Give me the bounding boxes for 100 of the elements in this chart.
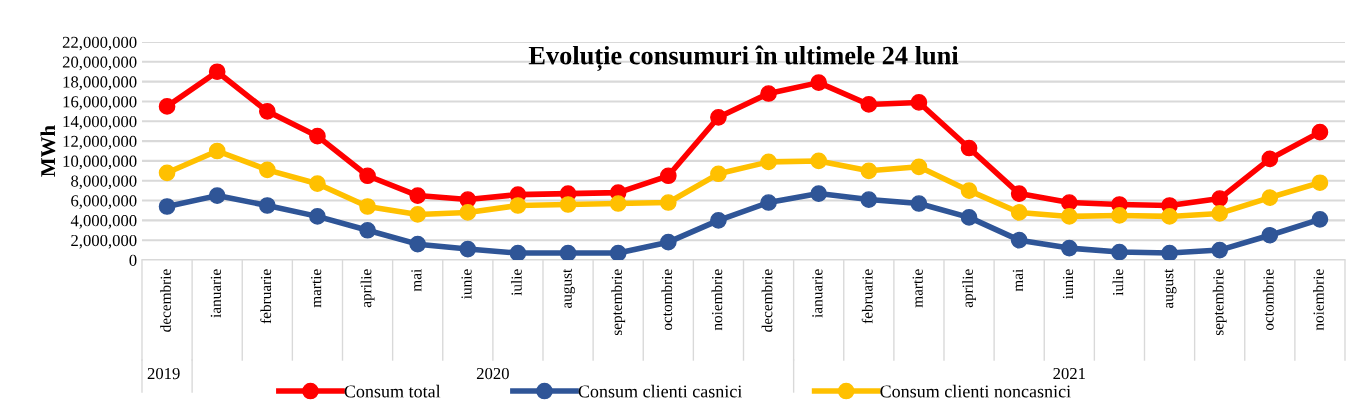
legend-label: Consum total: [344, 384, 441, 398]
y-tick-label: 6,000,000: [71, 195, 137, 209]
y-tick-label: 18,000,000: [63, 76, 137, 90]
x-tick-label: februarie: [861, 269, 873, 324]
point: [359, 198, 376, 215]
y-tick-label: 14,000,000: [63, 115, 137, 130]
x-tick-label: septembrie: [1212, 269, 1227, 336]
point: [258, 197, 276, 214]
point: [158, 98, 176, 115]
point: [1311, 123, 1329, 141]
point: [1010, 231, 1028, 249]
point: [559, 196, 577, 213]
text: 2020: [476, 367, 509, 380]
x-tick-label: ianuarie: [812, 269, 823, 318]
x-tick-label: august: [563, 268, 575, 309]
point: [459, 204, 477, 221]
point: [960, 209, 978, 226]
point: [860, 162, 878, 180]
legend-label: Consum clienti noncasnici: [880, 384, 1071, 398]
x-tick-label: noiembrie: [711, 269, 723, 331]
y-axis-title: MWh: [40, 125, 56, 177]
x-tick-label: noiembrie: [1313, 269, 1324, 331]
x-tick-label: iulie: [511, 269, 522, 296]
point: [509, 244, 527, 260]
chart-title: Evoluție consumuri în ultimele 24 luni: [528, 45, 959, 71]
x-tick-label: iunie: [461, 269, 472, 299]
y-tick-label: 20,000,000: [62, 56, 137, 71]
point: [1060, 208, 1078, 225]
point: [860, 191, 878, 208]
point: [359, 167, 376, 185]
point: [960, 182, 978, 199]
point: [860, 96, 878, 113]
y-tick-label: 16,000,000: [63, 96, 137, 110]
point: [1111, 243, 1128, 260]
point: [960, 139, 978, 157]
point: [1010, 204, 1028, 221]
legend-label: Consum clienti casnici: [578, 384, 743, 398]
point: [309, 175, 326, 193]
y-tick-label: 12,000,000: [63, 135, 137, 150]
x-tick-label: mai: [411, 269, 422, 292]
point: [1261, 150, 1279, 168]
point: [1161, 208, 1178, 225]
x-tick-label: aprilie: [962, 269, 976, 308]
text: 2019: [147, 367, 180, 380]
point: [258, 161, 276, 179]
x-tick-label: octombrie: [1262, 269, 1274, 331]
point: [258, 103, 276, 120]
y-tick-label: 10,000,000: [63, 155, 137, 170]
point: [208, 142, 226, 160]
x-tick-label: iulie: [1112, 269, 1124, 296]
point: [158, 164, 176, 182]
point: [659, 233, 677, 251]
point: [208, 63, 226, 81]
point: [810, 152, 828, 170]
x-tick-label: aprilie: [360, 269, 375, 308]
point: [559, 244, 577, 260]
x-tick-label: decembrie: [761, 269, 773, 332]
point: [158, 198, 176, 215]
x-tick-label: octombrie: [661, 269, 673, 331]
point: [760, 85, 777, 102]
point: [659, 167, 677, 185]
y-tick-label: 0: [129, 254, 137, 266]
y-tick-label: 2,000,000: [71, 234, 137, 249]
point: [1211, 205, 1229, 222]
point: [309, 127, 326, 145]
text: 2021: [1053, 367, 1085, 380]
y-tick-label: 22,000,000: [62, 36, 137, 51]
point: [910, 158, 928, 176]
point: [609, 195, 627, 212]
point: [1261, 226, 1279, 244]
point: [1311, 174, 1329, 192]
point: [409, 187, 427, 204]
point: [810, 74, 828, 91]
point: [1010, 185, 1028, 202]
point: [459, 240, 477, 258]
point: [710, 165, 727, 183]
point: [910, 94, 928, 111]
y-tick-label: 8,000,000: [71, 175, 137, 190]
x-tick-label: ianuarie: [210, 269, 222, 318]
point: [1111, 207, 1128, 224]
x-tick-label: august: [1164, 268, 1177, 309]
point: [1161, 244, 1178, 260]
x-tick-label: mai: [1012, 269, 1024, 292]
point: [659, 194, 677, 211]
x-tick-label: decembrie: [160, 269, 171, 332]
point: [710, 212, 727, 229]
x-tick-label: iunie: [1062, 269, 1074, 299]
point: [760, 153, 777, 171]
point: [1211, 190, 1229, 207]
point: [359, 221, 376, 239]
x-tick-label: septembrie: [611, 269, 626, 336]
point: [609, 244, 627, 260]
point: [760, 194, 777, 211]
x-tick-label: martie: [310, 269, 322, 308]
x-tick-label: martie: [912, 269, 923, 308]
point: [309, 208, 326, 225]
point: [1211, 241, 1229, 259]
point: [208, 187, 226, 204]
y-tick-label: 4,000,000: [70, 215, 137, 229]
point: [810, 185, 828, 202]
